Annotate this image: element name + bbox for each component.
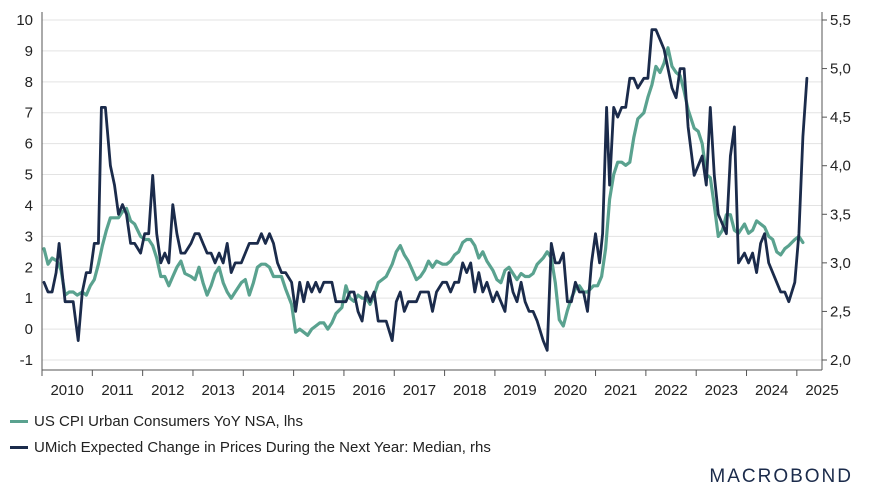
x-tick-label: 2020 [554,382,587,399]
x-tick-label: 2025 [805,382,838,399]
x-tick-label: 2016 [352,382,385,399]
y-left-tick-label: 8 [25,74,33,91]
x-tick-label: 2021 [604,382,637,399]
legend-swatch-umich [10,446,28,449]
y-left-tick-label: 7 [25,105,33,122]
x-tick-label: 2011 [101,382,133,399]
series-layer [42,28,809,352]
y-left-tick-label: 2 [25,259,33,276]
y-right-tick-label: 3,0 [830,255,851,272]
x-tick-label: 2012 [151,382,184,399]
y-left-tick-label: 1 [25,290,33,307]
chart-area: -1 0 1 2 3 4 5 6 7 8 9 10 2,0 2,5 3,0 3,5 4,0 4,5 5,0 5,5 20… [16,12,851,399]
x-tick-label: 2013 [201,382,234,399]
axes: -1 0 1 2 3 4 5 6 7 8 9 10 2,0 2,5 3,0 3,5 4,0 4,5 5,0 5,5 20… [16,12,851,399]
y-left-tick-label: 4 [25,197,33,214]
x-tick-label: 2024 [755,382,788,399]
macrobond-logo: MACROBOND [709,466,853,487]
y-right-tick-label: 4,0 [830,158,851,175]
y-right-tick-label: 2,0 [830,352,851,369]
y-left-tick-label: 5 [25,167,33,184]
legend-label-cpi: US CPI Urban Consumers YoY NSA, lhs [34,413,304,430]
x-tick-label: 2017 [403,382,436,399]
y-left-tick-label: 9 [25,43,33,60]
series-line-umich [42,28,809,352]
series-line-cpi [42,46,805,337]
y-left-tick-label: 0 [25,321,33,338]
y-right-tick-label: 4,5 [830,109,851,126]
y-right-tick-label: 5,5 [830,12,851,29]
y-right-tick-label: 5,0 [830,61,851,78]
x-tick-label: 2010 [50,382,83,399]
y-left-tick-label: 3 [25,228,33,245]
y-left-tick-label: 10 [16,12,33,29]
legend-swatch-cpi [10,420,28,423]
x-tick-label: 2019 [503,382,536,399]
y-right-tick-label: 2,5 [830,303,851,320]
x-tick-label: 2018 [453,382,486,399]
x-tick-label: 2015 [302,382,335,399]
x-tick-label: 2023 [705,382,738,399]
y-left-tick-label: -1 [20,352,33,369]
x-tick-label: 2022 [654,382,687,399]
legend-item-umich: UMich Expected Change in Prices During t… [10,439,491,456]
y-right-tick-label: 3,5 [830,206,851,223]
y-left-tick-label: 6 [25,136,33,153]
legend-label-umich: UMich Expected Change in Prices During t… [34,439,491,456]
x-tick-label: 2014 [252,382,285,399]
legend-item-cpi: US CPI Urban Consumers YoY NSA, lhs [10,413,303,430]
